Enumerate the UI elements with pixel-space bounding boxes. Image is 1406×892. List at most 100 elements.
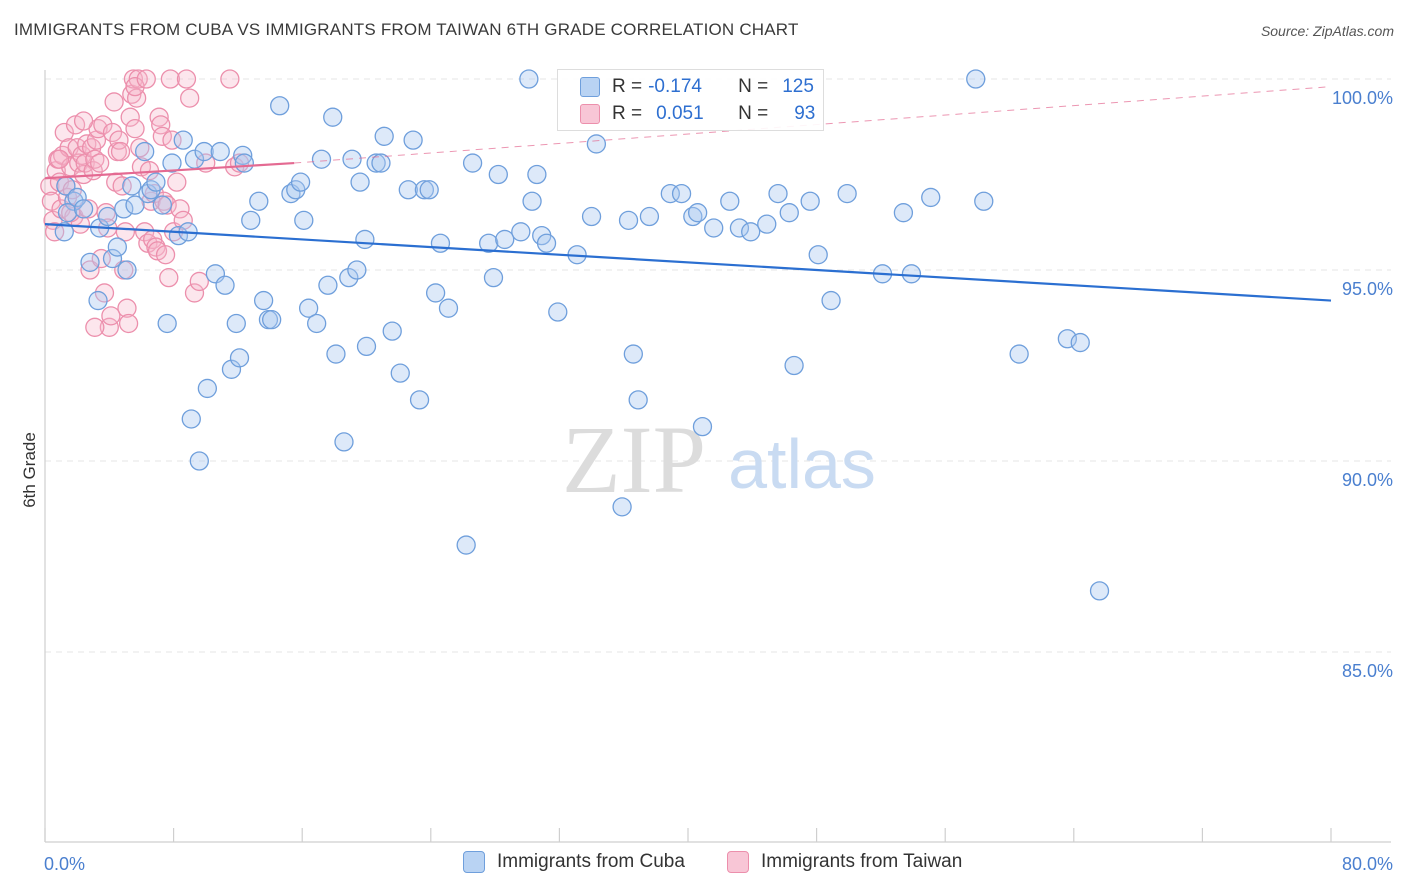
cuba-point: [1070, 332, 1090, 353]
cuba-point: [479, 233, 499, 253]
cuba-point: [893, 203, 914, 223]
taiwan-point: [167, 172, 187, 192]
cuba-point: [779, 203, 799, 223]
cuba-point: [253, 290, 274, 311]
cuba-point: [419, 180, 439, 200]
taiwan-point: [220, 69, 240, 89]
cuba-point: [425, 283, 446, 303]
legend-n-value: 93: [794, 103, 816, 124]
source-label: Source: ZipAtlas.com: [1260, 23, 1394, 39]
cuba-point: [741, 222, 761, 242]
taiwan-point: [149, 107, 169, 127]
taiwan-point: [152, 126, 172, 146]
legend-row-cuba: R = -0.174 N = 125: [580, 75, 814, 99]
cuba-point: [189, 451, 209, 471]
legend-r-value: 0.051: [656, 103, 704, 124]
taiwan-point: [102, 122, 123, 143]
cuba-point: [234, 153, 254, 173]
cuba-point: [311, 149, 332, 169]
cuba-point: [226, 313, 246, 334]
taiwan-legend-label: Immigrants from Taiwan: [761, 851, 963, 872]
cuba-point: [355, 229, 375, 250]
cuba-point: [347, 260, 367, 280]
x-tick-label: 80.0%: [1342, 854, 1393, 874]
cuba-swatch: [580, 77, 600, 97]
legend-n-label: N =: [738, 76, 769, 97]
cuba-point: [54, 222, 74, 242]
legend-item-cuba[interactable]: Immigrants from Cuba: [463, 851, 685, 873]
taiwan-point: [189, 271, 209, 292]
cuba-point: [125, 195, 145, 215]
cuba-point: [215, 275, 235, 295]
cuba-point: [157, 313, 177, 334]
cuba-point: [612, 497, 632, 517]
legend-item-taiwan[interactable]: Immigrants from Taiwan: [727, 851, 962, 873]
cuba-point: [210, 141, 230, 162]
taiwan-swatch: [580, 104, 600, 124]
taiwan-points: [40, 69, 250, 337]
taiwan-point: [110, 141, 131, 162]
cuba-point: [628, 390, 648, 410]
cuba-point: [307, 313, 327, 334]
y-tick-label: 90.0%: [1342, 470, 1393, 490]
cuba-point: [366, 153, 386, 173]
taiwan-point: [115, 222, 136, 242]
cuba-point: [371, 153, 391, 173]
cuba-point: [527, 164, 547, 185]
watermark: ZIP atlas: [562, 406, 876, 513]
taiwan-point: [173, 210, 193, 230]
cuba-point: [107, 237, 127, 257]
cuba-point: [326, 344, 346, 364]
cuba-point: [488, 164, 508, 185]
stats-legend: R = -0.174 N = 125 R = 0.051 N = 93: [557, 69, 824, 131]
taiwan-point: [93, 115, 113, 135]
taiwan-point: [125, 76, 145, 97]
cuba-point: [808, 245, 828, 265]
cuba-point: [318, 275, 338, 295]
cuba-point: [974, 191, 994, 211]
cuba-point: [581, 206, 602, 227]
cuba-point: [390, 363, 410, 383]
cuba-point: [80, 252, 100, 273]
legend-n-label: N =: [738, 103, 769, 124]
cuba-point: [294, 210, 314, 230]
taiwan-point: [155, 245, 176, 265]
cuba-point: [57, 203, 78, 223]
cuba-points: [54, 69, 1110, 601]
cuba-point: [173, 130, 193, 150]
cuba-point: [548, 302, 568, 322]
cuba-point: [586, 134, 607, 154]
x-tick-labels: 0.0% 80.0%: [44, 854, 1393, 874]
cuba-point: [374, 126, 394, 146]
cuba-point: [536, 233, 557, 253]
cuba-point: [671, 183, 692, 204]
taiwan-point: [41, 191, 62, 211]
cuba-point: [122, 176, 142, 196]
chart-title: IMMIGRANTS FROM CUBA VS IMMIGRANTS FROM …: [14, 20, 799, 39]
cuba-point: [194, 141, 214, 162]
legend-r-label: R =: [612, 76, 643, 97]
taiwan-point: [104, 92, 124, 112]
cuba-point: [88, 290, 108, 311]
cuba-point: [398, 180, 418, 200]
cuba-point: [660, 183, 680, 204]
y-axis-label: 6th Grade: [20, 432, 39, 508]
cuba-point: [1089, 581, 1110, 601]
taiwan-point: [101, 306, 121, 326]
taiwan-point: [162, 130, 182, 150]
cuba-point: [687, 203, 708, 223]
legend-r-label: R =: [612, 103, 643, 124]
cuba-point: [262, 310, 282, 330]
cuba-point: [98, 206, 118, 227]
cuba-point: [784, 355, 804, 376]
legend-n-value: 125: [782, 76, 814, 97]
cuba-point: [720, 191, 740, 211]
taiwan-point: [180, 88, 200, 108]
cuba-point: [409, 390, 430, 410]
cuba-point: [241, 210, 261, 230]
trend-lines: [44, 86, 1332, 302]
taiwan-point: [136, 69, 156, 89]
cuba-point: [618, 210, 639, 230]
taiwan-point: [80, 260, 100, 280]
cuba-point: [639, 206, 660, 227]
